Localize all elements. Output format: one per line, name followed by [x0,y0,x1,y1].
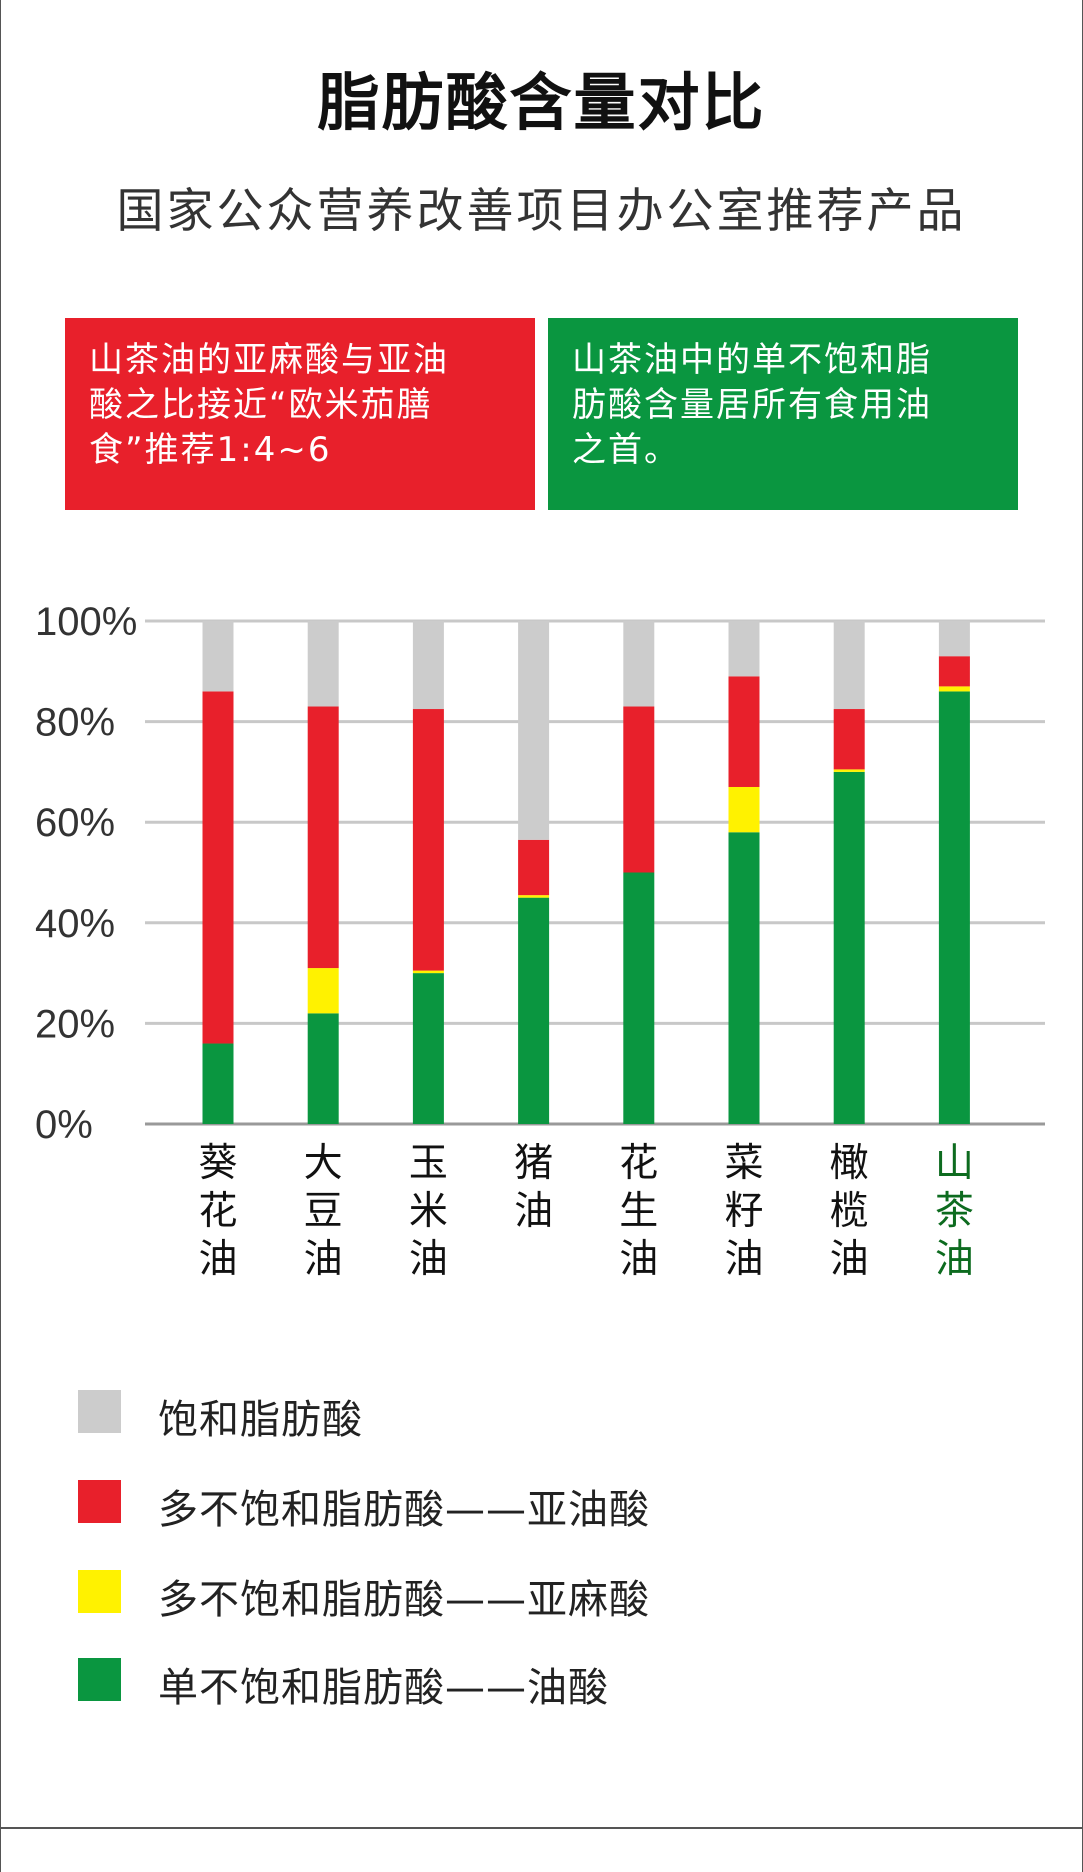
bar-segment [728,676,760,787]
y-tick-label: 80% [35,701,115,745]
bar-segment [518,839,550,896]
x-tick-label: 猪油 [514,1141,554,1234]
legend-swatch-linolenic [78,1570,121,1613]
bottom-divider [0,1827,1083,1829]
bar-segment [728,832,760,1124]
bar-segment [938,656,970,687]
info-box-line: 山茶油的亚麻酸与亚油 [89,340,449,380]
y-tick-label: 100% [35,600,137,644]
bar-segment [938,686,970,692]
bar-segment [412,709,444,971]
bar-segment [307,1013,339,1124]
y-tick-label: 20% [35,1002,115,1046]
x-tick-label: 葵花油 [198,1141,238,1282]
page-subtitle: 国家公众营养改善项目办公室推荐产品 [116,184,967,239]
legend-swatch-oleic [78,1658,121,1701]
y-tick-label: 0% [35,1103,93,1147]
bar-segment [518,895,550,898]
stacked-bar-chart: 0% 20% 40% 60% 80% 100% [35,600,1045,1147]
bar-segment [307,706,339,969]
bar-segment [623,621,655,707]
bar-segment [938,621,970,657]
bar-segment [202,691,234,1044]
bar-segment [623,706,655,873]
bar-segment [833,769,865,772]
info-box-line: 肪酸含量居所有食用油 [572,385,932,425]
info-box-line: 酸之比接近“欧米茄膳 [89,385,433,425]
legend-swatch-linoleic [78,1480,121,1523]
bar-segment [412,621,444,710]
bar-segment [833,771,865,1124]
info-box-monounsaturated: 山茶油中的单不饱和脂 肪酸含量居所有食用油 之首。 [548,318,1018,510]
y-tick-label: 60% [35,801,115,845]
legend-item-linolenic: 多不饱和脂肪酸——亚麻酸 [78,1570,978,1623]
bar-segment [412,973,444,1124]
bar-segment [518,897,550,1124]
bar-segment [728,621,760,677]
x-tick-label: 大豆油 [303,1141,343,1282]
legend-label-linoleic: 多不饱和脂肪酸——亚油酸 [158,1487,650,1533]
legend-swatch-saturated [78,1390,121,1433]
bar-segment [518,621,550,840]
bar-segment [307,968,339,1014]
bar-segment [202,621,234,692]
legend-label-saturated: 饱和脂肪酸 [158,1397,363,1443]
bar-segment [623,872,655,1124]
x-tick-label: 橄榄油 [829,1141,869,1282]
page-title: 脂肪酸含量对比 [317,66,766,139]
info-box-ratio: 山茶油的亚麻酸与亚油 酸之比接近“欧米茄膳 食”推荐1:4~6 [65,318,535,510]
x-tick-label: 菜籽油 [724,1141,764,1282]
x-tick-label: 花生油 [619,1141,659,1282]
bar-segment [728,786,760,833]
legend-item-linoleic: 多不饱和脂肪酸——亚油酸 [78,1480,978,1533]
legend-label-linolenic: 多不饱和脂肪酸——亚麻酸 [158,1577,650,1623]
x-tick-label: 玉米油 [408,1141,448,1282]
info-box-line: 之首。 [572,430,680,470]
info-box-line: 山茶油中的单不饱和脂 [572,340,932,380]
x-tick-label: 山茶油 [934,1141,974,1282]
bar-segment [938,691,970,1124]
legend-label-oleic: 单不饱和脂肪酸——油酸 [158,1665,609,1711]
legend-item-saturated: 饱和脂肪酸 [78,1390,978,1443]
bar-segment [833,621,865,710]
bar-segment [202,1043,234,1124]
info-box-line: 食”推荐1:4~6 [89,430,332,470]
legend-item-oleic: 单不饱和脂肪酸——油酸 [78,1658,978,1711]
bar-segment [833,709,865,770]
bar-segment [307,621,339,707]
bar-segment [412,970,444,974]
y-tick-label: 40% [35,902,115,946]
